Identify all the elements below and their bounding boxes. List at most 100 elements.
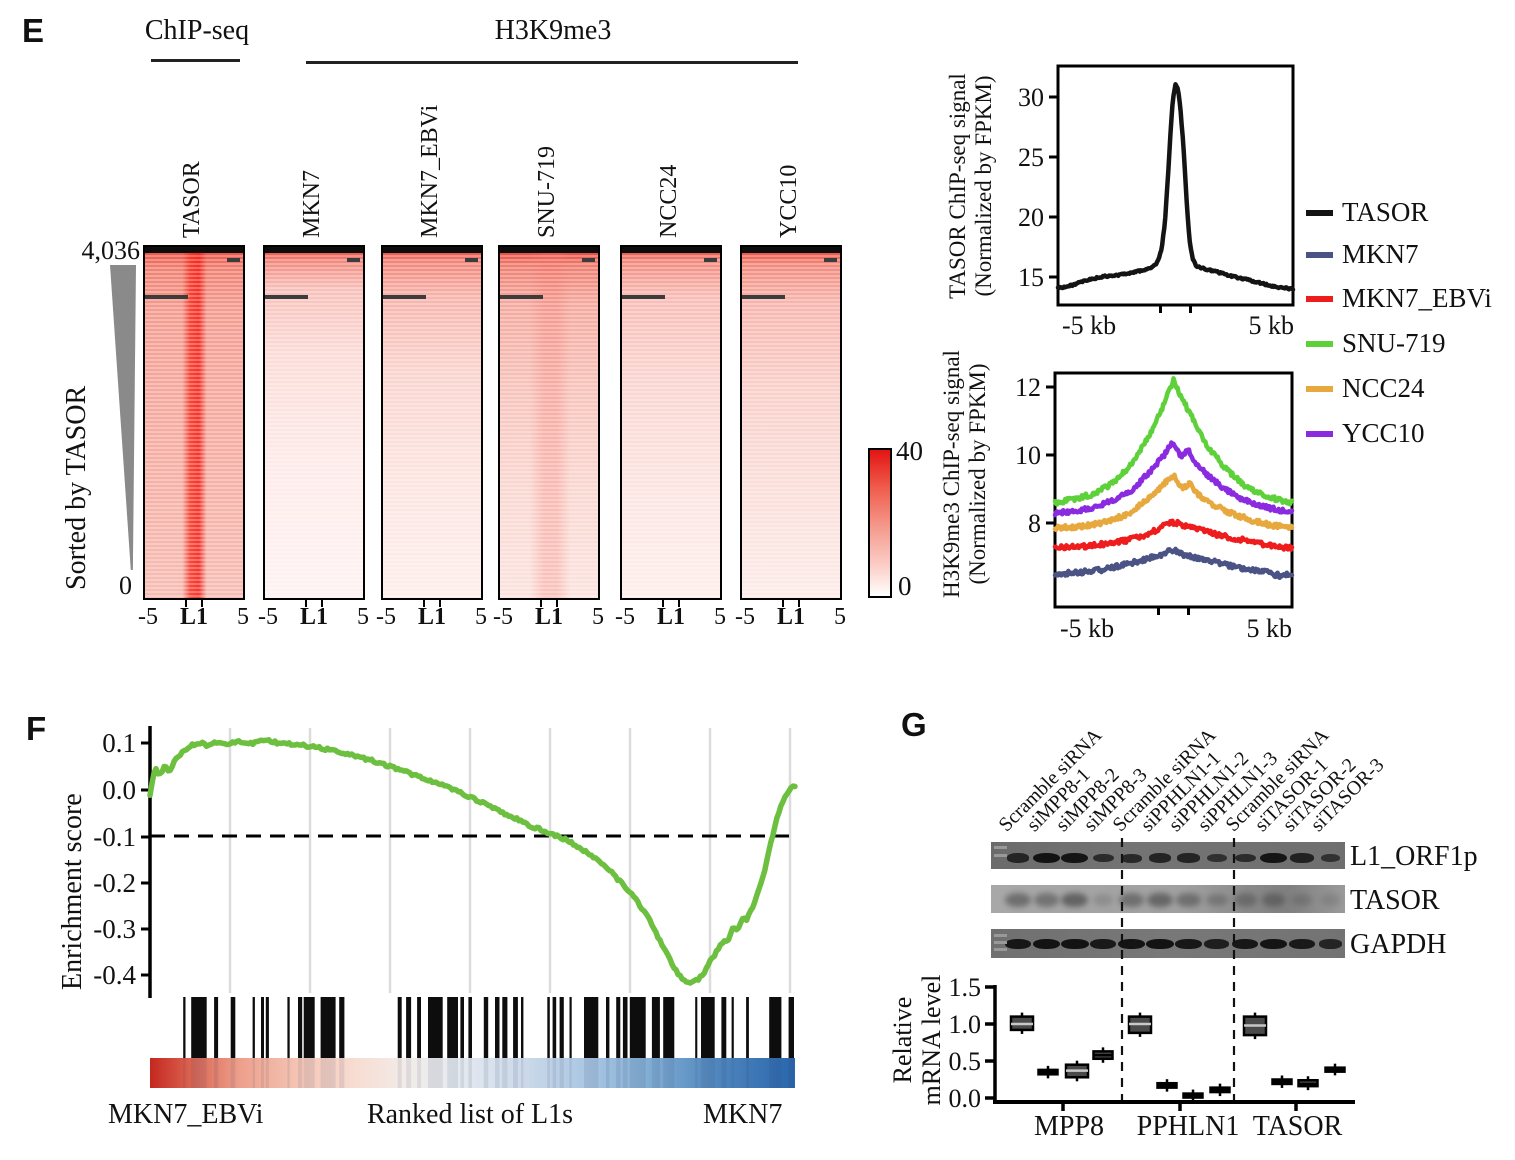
- heatmap-top-bar: [742, 247, 840, 253]
- heatmap-xtick-5: 5: [237, 604, 249, 630]
- tasor-band: [1261, 893, 1286, 907]
- boxplot-group-pphln1: PPHLN1: [1136, 1111, 1240, 1142]
- chipseq-underline: [151, 59, 240, 62]
- heatmap-tasor: [143, 245, 245, 600]
- boxplot-box: [1182, 1092, 1204, 1099]
- gsea-barcode-bar: [406, 997, 412, 1058]
- boxplot-ytick-label: 0.0: [948, 1084, 982, 1113]
- boxplot-box: [1127, 1015, 1153, 1035]
- heatmap-xtick-l1: L1: [417, 604, 446, 630]
- profile-curve-ncc24: [1052, 472, 1295, 533]
- gsea-barcode-bar: [265, 997, 269, 1058]
- heatmap-xtick-l1: L1: [656, 604, 685, 630]
- boxplot-box: [1209, 1086, 1231, 1094]
- legend-label-ncc24: NCC24: [1342, 373, 1425, 403]
- gsea-barcode-bar: [483, 997, 489, 1058]
- legend-swatch-ycc10: [1306, 431, 1333, 437]
- gapdh-band: [1175, 938, 1202, 950]
- colorbar-max-label: 40: [896, 436, 923, 466]
- gsea-barcode-bar: [569, 997, 572, 1058]
- boxplot-ylabel: Relative mRNA level: [888, 955, 946, 1125]
- boxplot-group-tasor: TASOR: [1252, 1111, 1343, 1142]
- l1-orf1p-band: [1290, 853, 1314, 863]
- heatmap-column-label-ycc10: YCC10: [776, 164, 802, 238]
- heatmap-top-bar: [145, 247, 243, 253]
- panel-g-label: G: [901, 706, 927, 743]
- boxplot-group-mpp8: MPP8: [1033, 1111, 1105, 1142]
- gsea-barcode-bar: [287, 997, 290, 1058]
- ladder-mark: [994, 854, 1007, 857]
- profile-curve-snu-719: [1052, 376, 1295, 507]
- heatmap-marker-left: [500, 295, 544, 299]
- profile-bottom-xmax-label: 5 kb: [1246, 614, 1293, 643]
- profile-bottom-ylabel-line2: (Normalized by FPKM): [965, 363, 991, 585]
- ladder-mark: [994, 934, 1007, 937]
- colorbar-min-label: 0: [898, 571, 912, 601]
- ladder-mark: [994, 941, 1007, 944]
- l1-orf1p-band: [1120, 853, 1143, 863]
- blot-tasor: [991, 885, 1345, 913]
- l1-orf1p-band: [1092, 853, 1114, 863]
- gsea-barcode-bar: [731, 997, 734, 1058]
- gapdh-band: [1118, 938, 1146, 950]
- heatmap-xtick-5: 5: [475, 604, 487, 630]
- gsea-barcode-bar: [298, 997, 303, 1058]
- gsea-barcode-bar: [261, 997, 264, 1058]
- heatmap-marker-right: [347, 258, 360, 262]
- l1-orf1p-band: [1032, 852, 1061, 864]
- legend-label-ycc10: YCC10: [1342, 418, 1425, 448]
- h3k9me3-header: H3K9me3: [494, 15, 612, 46]
- l1-orf1p-band: [1234, 853, 1256, 863]
- boxplot-box: [1324, 1066, 1346, 1073]
- boxplot-ylabel-line2: mRNA level: [916, 974, 946, 1106]
- gsea-rank-gradient: [150, 1058, 795, 1088]
- gapdh-band: [1260, 938, 1288, 950]
- tasor-band: [1061, 892, 1089, 908]
- legend-label-snu-719: SNU-719: [1342, 328, 1446, 358]
- enrichment-score-ylabel: Enrichment score: [57, 793, 88, 990]
- profile-ytick-label: 30: [1018, 83, 1044, 112]
- heatmap-xtick-neg5: -5: [258, 604, 278, 630]
- gsea-ytick-label: -0.4: [93, 960, 136, 990]
- gapdh-band: [1289, 938, 1315, 950]
- profile-frame: [1056, 64, 1295, 307]
- legend-label-mkn7: MKN7: [1342, 239, 1419, 269]
- tasor-band: [1034, 893, 1059, 907]
- tasor-band: [1205, 893, 1228, 907]
- gsea-barcode-bar: [769, 997, 782, 1058]
- l1-orf1p-band: [1207, 853, 1227, 863]
- gsea-barcode-bar: [447, 997, 458, 1058]
- sort-gradient-triangle: [110, 265, 136, 570]
- gsea-barcode-bar: [721, 997, 727, 1058]
- boxplot-ytick-label: 1.5: [948, 973, 982, 1002]
- chipseq-header: ChIP-seq: [144, 15, 250, 46]
- boxplot-ytick-label: 1.0: [948, 1010, 982, 1039]
- heatmap-xtick-5: 5: [834, 604, 846, 630]
- blot-label-l1orf1p: L1_ORF1p: [1350, 841, 1478, 872]
- heatmap-marker-left: [742, 295, 786, 299]
- ladder-mark: [994, 846, 1007, 849]
- boxplot-ytick-label: 0.5: [948, 1047, 982, 1076]
- heatmap-snu-719: [498, 245, 600, 600]
- gsea-barcode-bar: [616, 997, 621, 1058]
- heatmap-top-bar: [500, 247, 598, 253]
- profile-ytick-label: 25: [1018, 143, 1044, 172]
- profile-curve-mkn7: [1052, 546, 1295, 581]
- heatmap-xtick-neg5: -5: [376, 604, 396, 630]
- gsea-barcode-bar: [547, 997, 550, 1058]
- blot-gapdh: [991, 929, 1345, 958]
- heatmap-column-label-mkn7: MKN7: [299, 169, 325, 238]
- heatmap-marker-right: [465, 258, 478, 262]
- boxplot-box: [1297, 1078, 1319, 1088]
- legend-swatch-ncc24: [1306, 386, 1333, 392]
- gsea-barcode-bar: [339, 997, 345, 1058]
- profile-curve-mkn7_ebvi: [1052, 518, 1295, 552]
- gsea-barcode-bar: [191, 997, 207, 1058]
- profile-frame: [1053, 371, 1294, 609]
- tasor-band: [1147, 892, 1173, 908]
- gsea-barcode-bar: [651, 997, 660, 1058]
- gsea-barcode-bar: [788, 997, 794, 1058]
- gsea-right-label: MKN7: [703, 1099, 783, 1130]
- profile-top-ylabel-line1: TASOR ChIP-seq signal: [945, 73, 970, 299]
- gsea-barcode-bar: [559, 997, 564, 1058]
